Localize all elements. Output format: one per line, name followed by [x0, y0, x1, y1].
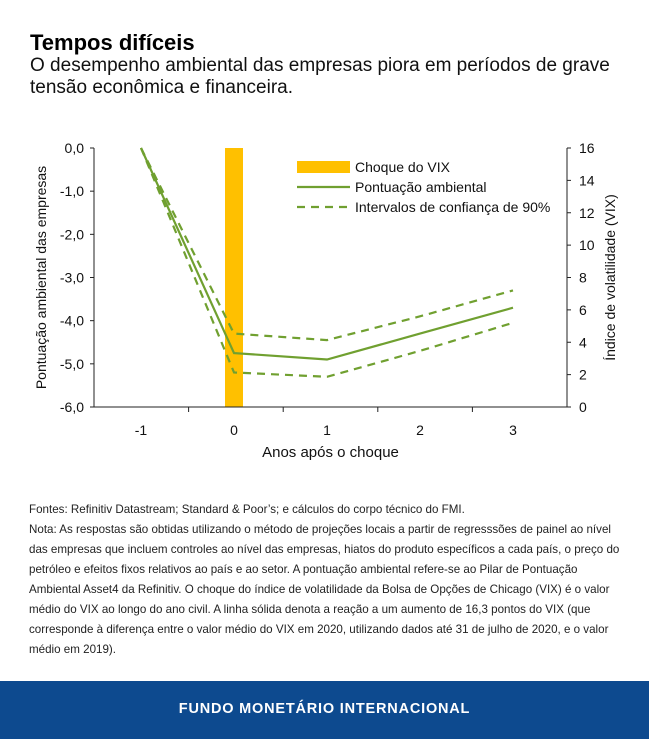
- legend-label: Choque do VIX: [355, 159, 451, 175]
- y-right-tick-label: 6: [579, 302, 587, 318]
- y-right-tick-label: 0: [579, 399, 587, 415]
- x-tick-label: 0: [230, 422, 238, 438]
- legend-label: Pontuação ambiental: [355, 179, 487, 195]
- chart: 0,0-1,0-2,0-3,0-4,0-5,0-6,01614121086420…: [33, 140, 618, 461]
- y-right-tick-label: 4: [579, 334, 587, 350]
- series-line-ci: [139, 147, 514, 378]
- x-tick-label: 2: [416, 422, 424, 438]
- y-right-axis-label: Índice de volatilidade (VIX): [602, 194, 618, 361]
- y-right-tick-label: 2: [579, 367, 587, 383]
- vix-bar: [225, 148, 243, 407]
- y-left-tick-label: -1,0: [60, 183, 84, 199]
- y-right-tick-label: 14: [579, 172, 595, 188]
- x-tick-label: 3: [509, 422, 517, 438]
- legend-swatch-vix: [297, 161, 350, 173]
- note-text: Nota: As respostas são obtidas utilizand…: [29, 523, 620, 656]
- y-left-tick-label: -4,0: [60, 313, 84, 329]
- y-left-axis-label: Pontuação ambiental das empresas: [33, 166, 49, 389]
- legend-label: Intervalos de confiança de 90%: [355, 199, 550, 215]
- x-tick-label: 1: [323, 422, 331, 438]
- footer-banner: FUNDO MONETÁRIO INTERNACIONAL: [0, 681, 649, 739]
- x-axis-label: Anos após o choque: [262, 444, 399, 461]
- series-line-ci: [140, 147, 514, 342]
- notes: Fontes: Refinitiv Datastream; Standard &…: [29, 500, 629, 660]
- sources-text: Fontes: Refinitiv Datastream; Standard &…: [29, 503, 465, 516]
- chart-title: Tempos difíceis: [30, 30, 195, 55]
- y-left-tick-label: -3,0: [60, 270, 84, 286]
- y-right-tick-label: 12: [579, 205, 595, 221]
- series-line-pontuacao: [139, 147, 514, 361]
- y-left-tick-label: -2,0: [60, 226, 84, 242]
- chart-subtitle: O desempenho ambiental das empresas pior…: [30, 55, 610, 98]
- y-right-tick-label: 16: [579, 140, 595, 156]
- y-right-tick-label: 10: [579, 237, 595, 253]
- x-tick-label: -1: [135, 422, 148, 438]
- y-left-tick-label: -5,0: [60, 356, 84, 372]
- y-left-tick-label: -6,0: [60, 399, 84, 415]
- y-right-tick-label: 8: [579, 270, 587, 286]
- y-left-tick-label: 0,0: [65, 140, 85, 156]
